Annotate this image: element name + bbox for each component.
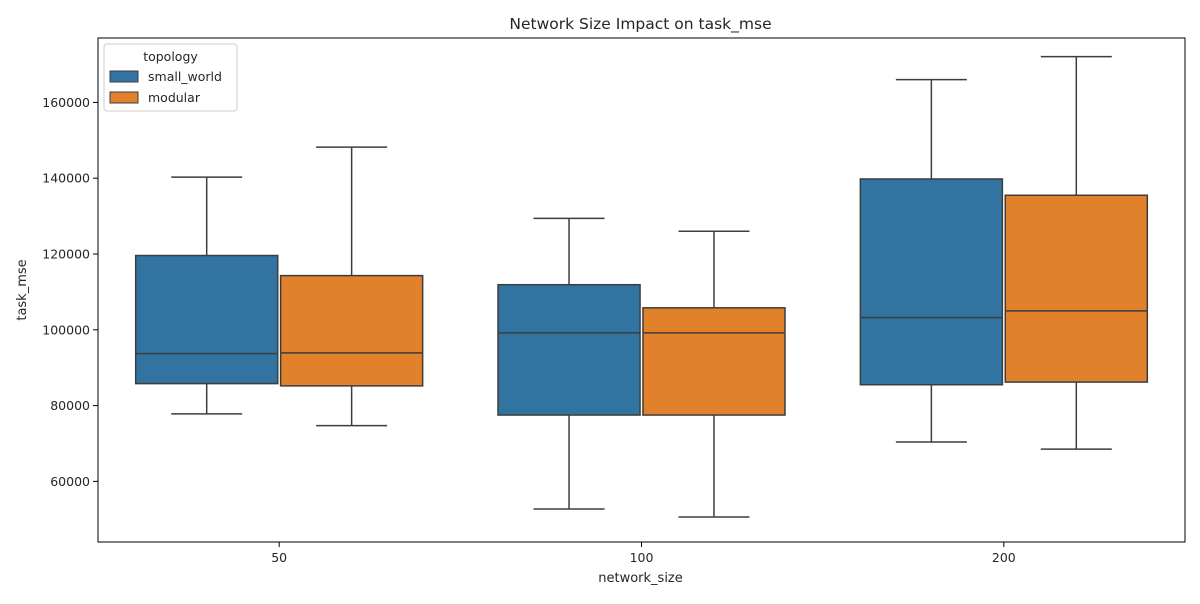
box-body (642, 307, 786, 416)
box-small_world-200 (859, 78, 1004, 443)
box-modular-200 (1004, 55, 1149, 450)
box-small_world-50 (134, 176, 279, 415)
x-tick-label: 100 (630, 550, 654, 565)
x-tick-label: 50 (271, 550, 287, 565)
box-body (497, 283, 641, 416)
y-tick-label: 140000 (42, 171, 90, 186)
chart-title: Network Size Impact on task_mse (509, 15, 771, 34)
box-body (1004, 194, 1149, 383)
box-modular-100 (642, 230, 786, 518)
legend-swatch-modular (109, 91, 139, 104)
y-axis-label: task_mse (15, 259, 30, 320)
legend-label-modular: modular (148, 90, 201, 105)
box-body (859, 178, 1004, 386)
legend-swatch-small_world (109, 70, 139, 83)
y-tick-label: 100000 (42, 322, 90, 337)
box-modular-50 (279, 146, 424, 427)
y-tick-label: 160000 (42, 95, 90, 110)
box-small_world-100 (497, 217, 641, 510)
x-tick-label: 200 (992, 550, 1016, 565)
y-tick-label: 120000 (42, 247, 90, 262)
x-axis-label: network_size (598, 571, 683, 586)
box-body (279, 274, 424, 387)
box-body (134, 254, 279, 385)
legend-label-small_world: small_world (148, 69, 222, 84)
legend-title: topology (143, 49, 198, 64)
y-tick-label: 60000 (50, 474, 90, 489)
y-tick-label: 80000 (50, 398, 90, 413)
